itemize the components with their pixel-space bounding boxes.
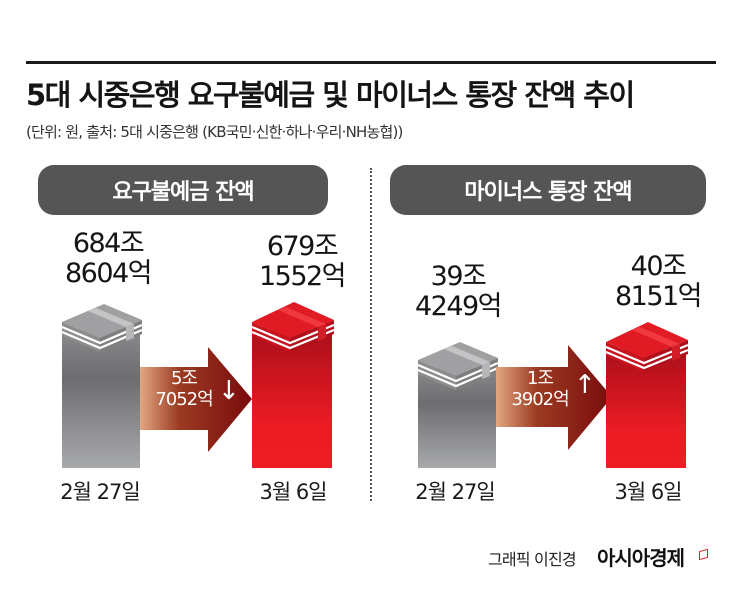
value-line2: 4249억 xyxy=(414,291,503,322)
up-arrow-icon: ↑ xyxy=(574,370,596,400)
date-before-minus-account: 2월 27일 xyxy=(415,480,495,504)
change-arrow-minus-account xyxy=(496,345,612,450)
after-value-demand-deposit: 679조 1552억 xyxy=(242,232,362,292)
top-rule xyxy=(26,61,716,64)
change-label-demand-deposit: 5조 7052억 xyxy=(144,368,224,410)
value-line2: 8604억 xyxy=(64,258,153,289)
down-arrow-icon: ↓ xyxy=(218,376,240,406)
change-arrow-demand-deposit xyxy=(140,347,252,452)
value-line1: 40조 xyxy=(630,251,687,282)
change-line1: 5조 xyxy=(170,368,198,389)
graphic-credit: 그래픽 이진경 xyxy=(488,550,577,569)
value-line2: 1552억 xyxy=(258,261,347,292)
brand-mark-icon xyxy=(699,548,708,561)
before-value-minus-account: 39조 4249억 xyxy=(398,262,518,322)
chart-title: 5대 시중은행 요구불예금 및 마이너스 통장 잔액 추이 xyxy=(26,78,635,112)
value-line1: 39조 xyxy=(430,261,487,292)
change-line2: 7052억 xyxy=(155,389,213,410)
brand-logo: 아시아경제 xyxy=(597,546,685,570)
date-after-minus-account: 3월 6일 xyxy=(614,480,682,504)
date-after-demand-deposit: 3월 6일 xyxy=(259,480,327,504)
bar-before-demand-deposit xyxy=(62,330,140,468)
change-line1: 1조 xyxy=(526,368,554,389)
date-before-demand-deposit: 2월 27일 xyxy=(60,480,140,504)
change-label-minus-account: 1조 3902억 xyxy=(500,368,580,410)
cash-stack-icon xyxy=(417,342,499,390)
panel-label-minus-account: 마이너스 통장 잔액 xyxy=(390,165,706,215)
bar-after-demand-deposit xyxy=(252,330,332,468)
cash-stack-icon xyxy=(605,322,689,372)
chart-subtitle: (단위: 원, 출처: 5대 시중은행 (KB국민·신한·하나·우리·NH농협)… xyxy=(26,123,403,141)
value-line2: 8151억 xyxy=(614,281,703,312)
before-value-demand-deposit: 684조 8604억 xyxy=(48,229,168,289)
change-line2: 3902억 xyxy=(511,389,569,410)
cash-stack-icon xyxy=(251,302,335,352)
after-value-minus-account: 40조 8151억 xyxy=(598,252,718,312)
panel-divider xyxy=(370,168,372,501)
panel-label-demand-deposit: 요구불예금 잔액 xyxy=(38,165,328,215)
value-line1: 684조 xyxy=(72,228,145,259)
value-line1: 679조 xyxy=(266,231,339,262)
cash-stack-icon xyxy=(61,304,143,352)
